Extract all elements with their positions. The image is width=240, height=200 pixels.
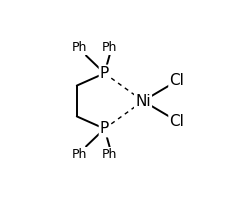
Text: Cl: Cl bbox=[169, 114, 184, 129]
Text: P: P bbox=[100, 66, 109, 81]
Text: Ni: Ni bbox=[135, 94, 151, 108]
Text: Cl: Cl bbox=[169, 73, 184, 88]
Text: Ph: Ph bbox=[72, 41, 88, 54]
Text: P: P bbox=[100, 121, 109, 136]
Text: Ph: Ph bbox=[102, 41, 118, 54]
Text: Ph: Ph bbox=[72, 148, 88, 161]
Text: Ph: Ph bbox=[102, 148, 118, 161]
